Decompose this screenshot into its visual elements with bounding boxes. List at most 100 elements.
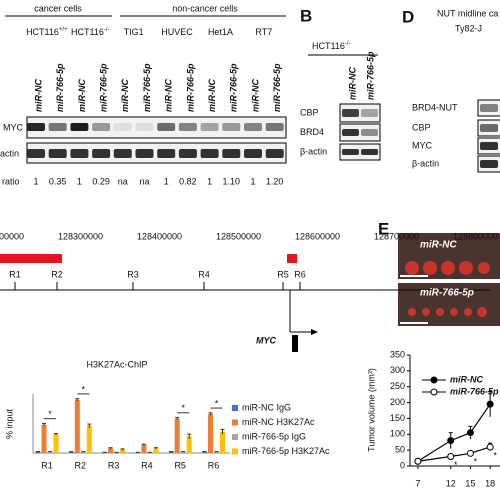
tumor: [436, 308, 444, 316]
blot-band: [92, 149, 111, 158]
row-label: β-actin: [300, 146, 327, 156]
blot-band: [178, 149, 197, 158]
legend-swatch: [232, 448, 238, 455]
blot-band: [70, 123, 89, 131]
cell-line-sup: -/-: [104, 27, 110, 33]
coordinate-label: 128700000: [374, 231, 419, 241]
y-tick-label: 0: [400, 460, 405, 470]
blot-band: [361, 109, 378, 117]
significance-mark: *: [474, 457, 478, 467]
cell-line: HUVEC: [161, 27, 193, 37]
cell-line-name: TIG1: [124, 27, 144, 37]
arrow-head: [311, 329, 318, 335]
cell-line: TIG1: [124, 27, 144, 37]
cell-line-name: Het1A: [208, 27, 233, 37]
legend-label: miR-766-5p: [450, 386, 499, 396]
ratio-value: 0.29: [92, 176, 110, 186]
blot-band: [342, 149, 359, 155]
series-line: [417, 403, 491, 462]
lane-label: miR-NC: [33, 79, 43, 112]
lane-label: miR-766-5p: [272, 63, 282, 112]
bar: [214, 451, 219, 453]
tumor: [405, 261, 419, 275]
ratio-value: 1: [164, 176, 169, 186]
lane-label: miR-766-5p: [55, 63, 65, 112]
cell-line: RT7: [255, 27, 272, 37]
panel-title: NUT midline ca: [437, 8, 498, 18]
y-tick-label: 250: [390, 381, 405, 391]
coordinate-label: 128200000: [0, 231, 24, 241]
legend-label: miR-766-5p IgG: [242, 431, 306, 441]
blot-band: [48, 123, 67, 131]
enhancer-region: [0, 254, 62, 263]
marker: [466, 429, 474, 437]
lane-label: miR-766-5p: [365, 51, 375, 100]
bar: [53, 434, 59, 453]
legend-label: miR-NC IgG: [242, 402, 291, 412]
panel-letter: B: [300, 6, 312, 25]
region-label: R6: [294, 269, 306, 279]
region-label: R2: [51, 269, 63, 279]
y-axis-label: Tumor volume (mm³): [366, 368, 376, 452]
bar: [86, 425, 92, 453]
cell-line: HCT116-/-: [71, 27, 110, 38]
coordinate-label: 128600000: [295, 231, 340, 241]
marker: [447, 437, 455, 445]
row-label: BRD4: [300, 127, 324, 137]
blot-band: [480, 124, 498, 132]
x-tick-label: 15: [465, 478, 475, 488]
blot-band: [27, 123, 45, 131]
ratio-value: na: [118, 176, 128, 186]
significance-mark: *: [493, 450, 497, 460]
marker: [414, 457, 422, 465]
row-label: β-actin: [412, 158, 439, 168]
lane-label: miR-NC: [77, 79, 87, 112]
blot-band: [361, 129, 378, 136]
row-label: ratio: [2, 176, 20, 186]
x-tick-label: 12: [446, 478, 456, 488]
blot-band: [265, 149, 284, 158]
y-tick-label: 100: [390, 429, 405, 439]
x-tick-label: R5: [174, 460, 186, 470]
blot-band: [480, 160, 498, 168]
significance-mark: *: [48, 409, 52, 419]
cell-line-sup: +/+: [59, 27, 68, 33]
blot-band: [342, 109, 359, 117]
bar: [74, 399, 80, 453]
blot-band: [157, 149, 176, 158]
lane-label: miR-NC: [207, 79, 217, 112]
row-label: actin: [0, 148, 19, 158]
legend-swatch: [232, 405, 238, 411]
blot-band: [157, 123, 176, 131]
lane-label: miR-NC: [347, 67, 357, 100]
blot-band: [92, 123, 111, 131]
ratio-value: na: [139, 176, 149, 186]
x-tick-label: R2: [75, 460, 87, 470]
blot-band: [480, 142, 498, 150]
y-tick-label: 350: [390, 349, 405, 359]
blot-band: [361, 149, 378, 155]
legend-label: miR-NC: [450, 374, 483, 384]
bar: [141, 444, 147, 453]
legend-label: miR-766-5p H3K27Ac: [242, 446, 330, 456]
blot-band: [135, 149, 154, 158]
bar: [80, 451, 86, 453]
blot-band: [342, 129, 359, 136]
tumor: [477, 307, 487, 317]
blot-band: [113, 149, 132, 158]
y-tick-label: 50: [395, 445, 405, 455]
gene-box: [292, 335, 298, 352]
row-label: MYC: [412, 140, 433, 150]
ratio-value: 1: [33, 176, 38, 186]
marker: [486, 400, 494, 408]
x-tick-label: 18: [485, 478, 495, 488]
coordinate-label: 128300000: [58, 231, 103, 241]
tumor: [441, 261, 455, 275]
ratio-value: 1: [207, 176, 212, 186]
row-label: CBP: [412, 122, 431, 132]
bar: [35, 451, 41, 453]
bar: [186, 436, 192, 453]
tumor: [450, 308, 458, 316]
coordinate-label: 128800000: [453, 231, 498, 241]
